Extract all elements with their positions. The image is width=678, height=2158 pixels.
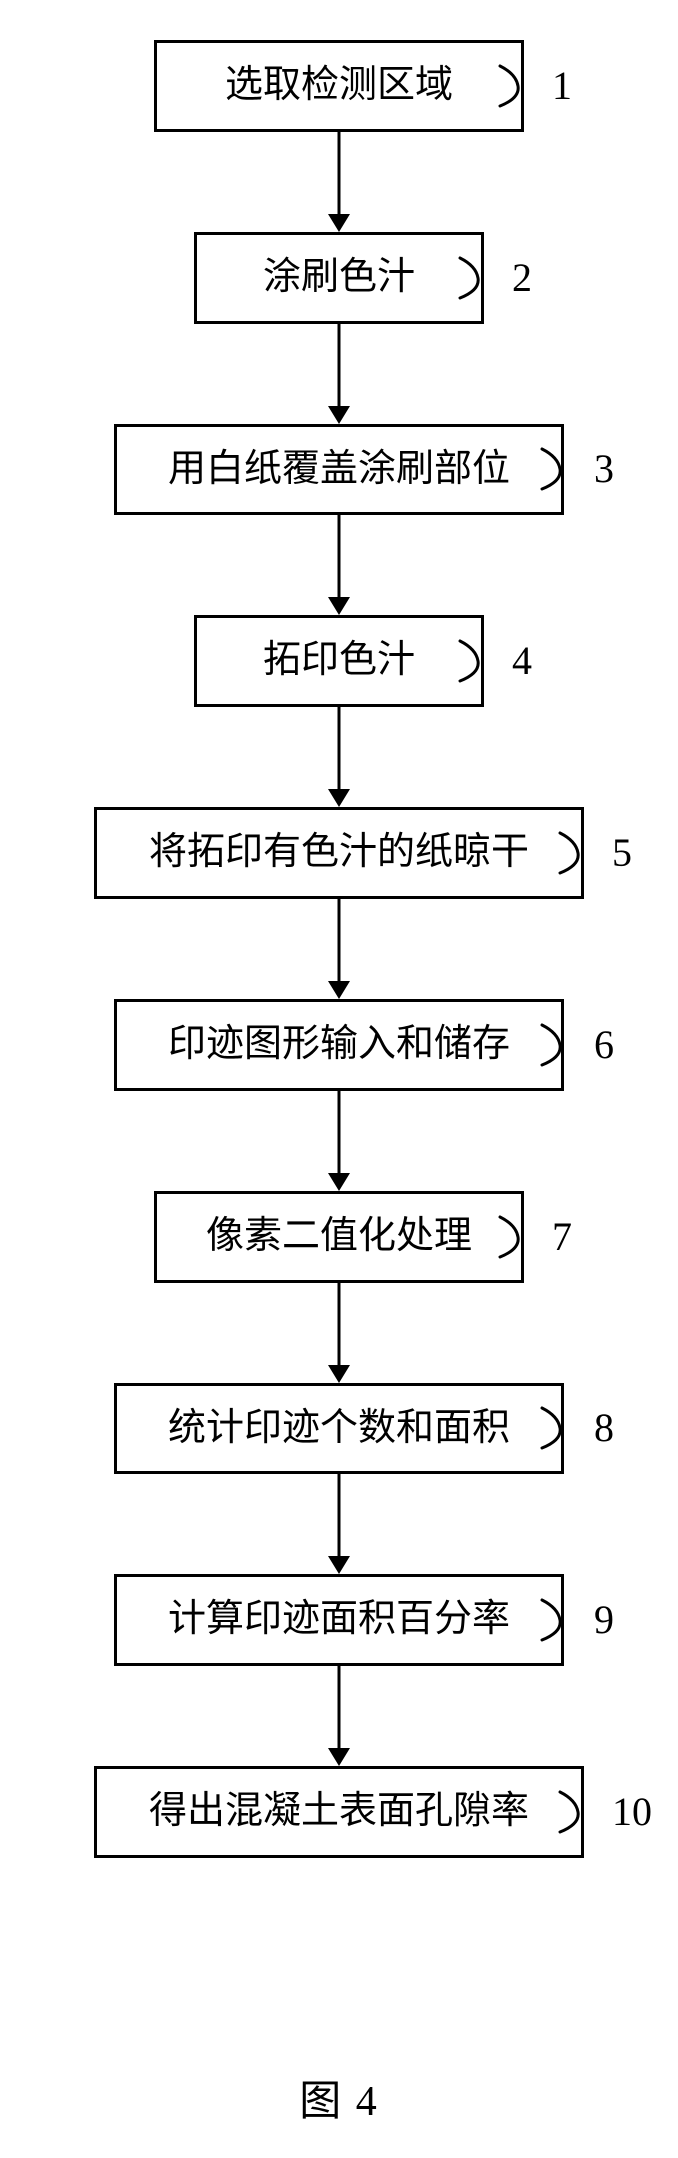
flow-step-row: 计算印迹面积百分率 9 [0, 1574, 678, 1666]
flow-step-node: 统计印迹个数和面积 [114, 1383, 564, 1475]
flow-arrow [0, 1474, 678, 1574]
flow-step-label: 6 [540, 1023, 614, 1067]
flow-step-row: 用白纸覆盖涂刷部位 3 [0, 424, 678, 516]
flow-step-node: 像素二值化处理 [154, 1191, 524, 1283]
flow-step-label: 9 [540, 1598, 614, 1642]
flow-step-row: 统计印迹个数和面积 8 [0, 1383, 678, 1475]
curve-icon [540, 447, 584, 491]
flow-step-row: 得出混凝土表面孔隙率 10 [0, 1766, 678, 1858]
flow-arrow [0, 899, 678, 999]
curve-icon [540, 1598, 584, 1642]
flow-step-node: 选取检测区域 [154, 40, 524, 132]
flow-step-node: 得出混凝土表面孔隙率 [94, 1766, 584, 1858]
figure-page: 选取检测区域 1 涂刷色汁 2 用白纸覆盖涂刷部位 3 拓印色汁 4 将拓印有色汁的纸晾干 5 印迹… [0, 0, 678, 2158]
flow-step-number: 10 [612, 1792, 652, 1832]
flow-step-row: 拓印色汁 4 [0, 615, 678, 707]
curve-icon [558, 831, 602, 875]
flow-step-row: 涂刷色汁 2 [0, 232, 678, 324]
flow-step-label: 8 [540, 1406, 614, 1450]
flow-arrow [0, 707, 678, 807]
curve-icon [458, 256, 502, 300]
flow-step-number: 9 [594, 1600, 614, 1640]
curve-icon [540, 1406, 584, 1450]
flow-step-node: 涂刷色汁 [194, 232, 484, 324]
flow-arrow [0, 132, 678, 232]
flow-step-label: 5 [558, 831, 632, 875]
flow-step-number: 5 [612, 833, 632, 873]
flow-step-label: 3 [540, 447, 614, 491]
flow-step-row: 将拓印有色汁的纸晾干 5 [0, 807, 678, 899]
flow-step-node: 用白纸覆盖涂刷部位 [114, 424, 564, 516]
curve-icon [458, 639, 502, 683]
flow-step-row: 像素二值化处理 7 [0, 1191, 678, 1283]
flow-step-label: 4 [458, 639, 532, 683]
flow-step-number: 2 [512, 258, 532, 298]
flow-step-label: 10 [558, 1790, 652, 1834]
flow-arrow [0, 1283, 678, 1383]
flow-step-row: 印迹图形输入和储存 6 [0, 999, 678, 1091]
flow-arrow [0, 324, 678, 424]
flow-step-label: 7 [498, 1215, 572, 1259]
flow-step-number: 3 [594, 449, 614, 489]
flow-step-number: 7 [552, 1217, 572, 1257]
flow-step-number: 4 [512, 641, 532, 681]
flow-step-node: 将拓印有色汁的纸晾干 [94, 807, 584, 899]
flow-step-label: 1 [498, 64, 572, 108]
flow-step-label: 2 [458, 256, 532, 300]
flow-step-number: 8 [594, 1408, 614, 1448]
figure-caption: 图 4 [0, 2067, 678, 2128]
curve-icon [498, 64, 542, 108]
flow-arrow [0, 1666, 678, 1766]
curve-icon [558, 1790, 602, 1834]
curve-icon [540, 1023, 584, 1067]
flow-step-node: 印迹图形输入和储存 [114, 999, 564, 1091]
flow-step-row: 选取检测区域 1 [0, 40, 678, 132]
flow-step-number: 1 [552, 66, 572, 106]
curve-icon [498, 1215, 542, 1259]
flowchart: 选取检测区域 1 涂刷色汁 2 用白纸覆盖涂刷部位 3 拓印色汁 4 将拓印有色汁的纸晾干 5 印迹… [0, 40, 678, 1858]
flow-step-node: 拓印色汁 [194, 615, 484, 707]
flow-arrow [0, 1091, 678, 1191]
flow-arrow [0, 515, 678, 615]
flow-step-number: 6 [594, 1025, 614, 1065]
flow-step-node: 计算印迹面积百分率 [114, 1574, 564, 1666]
